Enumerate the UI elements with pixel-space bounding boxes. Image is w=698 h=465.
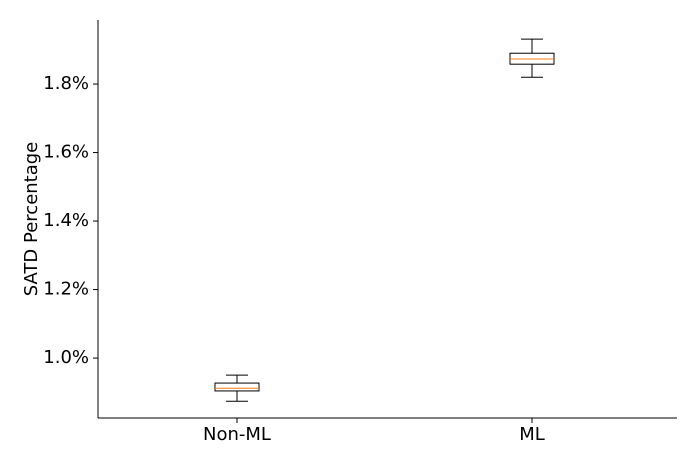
x-tick-label: ML <box>519 424 545 445</box>
y-axis-label: SATD Percentage <box>21 142 42 297</box>
y-tick-label: 1.8% <box>43 73 89 94</box>
box <box>214 382 260 392</box>
y-tick-label: 1.0% <box>43 347 89 368</box>
y-tick-label: 1.2% <box>43 279 89 300</box>
y-tick-label: 1.6% <box>43 142 89 163</box>
x-tick-label: Non-ML <box>203 424 271 445</box>
y-tick-label: 1.4% <box>43 210 89 231</box>
